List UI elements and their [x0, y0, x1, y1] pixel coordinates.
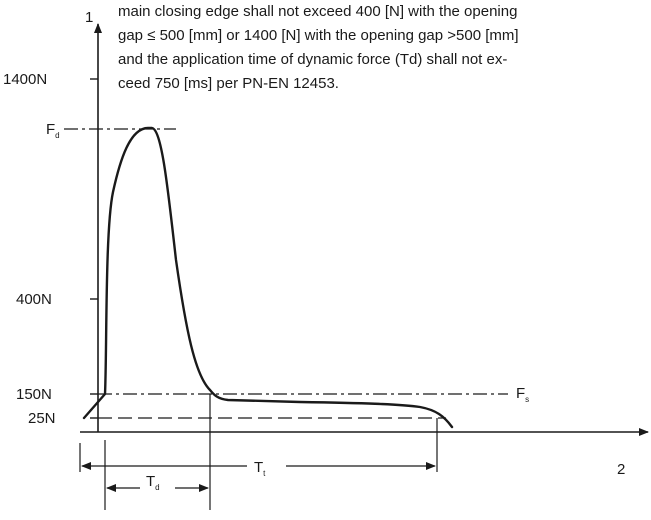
- y-tick-label-1400n: 1400N: [3, 71, 47, 88]
- static-force-label: Fs: [516, 385, 529, 404]
- x-axis-number: 2: [617, 461, 625, 478]
- y-axis-number: 1: [85, 9, 93, 26]
- y-tick-label-25n: 25N: [28, 410, 56, 427]
- dynamic-time-label: Td: [146, 473, 160, 492]
- annotation-line-1: main closing edge shall not exceed 400 […: [118, 3, 517, 20]
- total-time-label: Tt: [254, 459, 266, 478]
- annotation-line-4: ceed 750 [ms] per PN-EN 12453.: [118, 75, 339, 92]
- y-tick-label-150n: 150N: [16, 386, 52, 403]
- peak-force-label: Fd: [46, 121, 60, 140]
- y-tick-label-400n: 400N: [16, 291, 52, 308]
- annotation-line-3: and the application time of dynamic forc…: [118, 51, 507, 68]
- force-curve: [82, 126, 454, 429]
- annotation-line-2: gap ≤ 500 [mm] or 1400 [N] with the open…: [118, 27, 519, 44]
